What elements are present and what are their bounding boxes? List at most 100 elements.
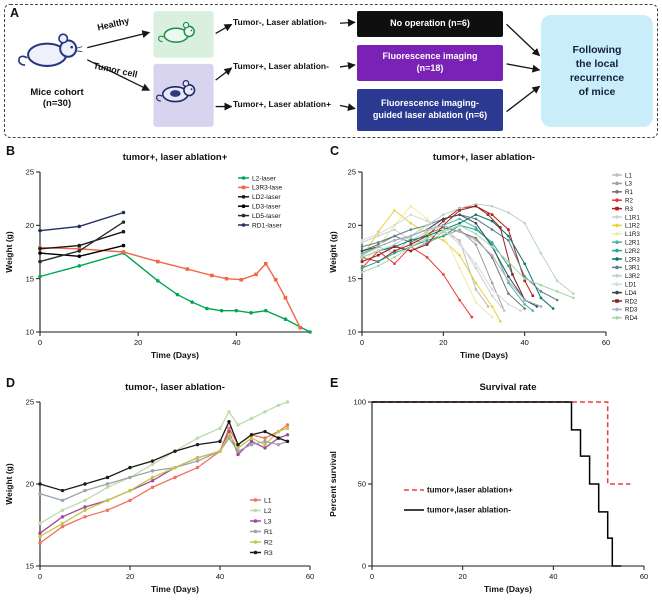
series-marker — [474, 217, 478, 221]
series-marker — [393, 256, 396, 259]
series-marker — [409, 243, 413, 246]
series-marker — [458, 266, 461, 270]
series-marker — [264, 261, 268, 266]
y-axis-label: Weight (g) — [328, 231, 338, 273]
series-marker — [535, 305, 539, 308]
series-marker — [393, 243, 396, 246]
series-marker — [60, 488, 65, 493]
series-marker — [490, 219, 494, 223]
mouse-icon-tumor — [156, 80, 196, 103]
series-marker — [77, 224, 82, 229]
svg-text:15: 15 — [26, 274, 34, 283]
series-marker — [458, 221, 461, 225]
series-marker — [523, 298, 526, 302]
series-marker — [263, 429, 267, 434]
x-axis-label: Time (Days) — [460, 350, 508, 360]
series-marker — [195, 459, 200, 463]
series-marker — [490, 213, 494, 216]
series-marker — [555, 279, 559, 283]
series-marker — [474, 236, 478, 240]
series-marker — [38, 247, 42, 251]
legend-label: LD3-laser — [252, 204, 281, 211]
series-marker — [285, 423, 290, 427]
chart-c-svg: 10 15 20 25 0 20 40 60 tumor+, laser ablation- Ti… — [328, 152, 640, 360]
series-marker — [150, 459, 155, 463]
series-line — [372, 401, 631, 485]
series-marker — [393, 262, 396, 266]
series-marker — [190, 300, 194, 304]
series-marker — [409, 236, 413, 240]
panel-e-label: E — [330, 376, 339, 390]
series-marker — [409, 238, 413, 242]
svg-text:60: 60 — [640, 572, 648, 581]
series-marker — [276, 442, 281, 447]
series-marker — [227, 429, 231, 434]
series-marker — [442, 219, 445, 223]
series-marker — [360, 262, 364, 266]
svg-text:100: 100 — [353, 398, 366, 407]
series-marker — [38, 251, 42, 255]
series-marker — [105, 485, 110, 489]
svg-text:15: 15 — [348, 274, 356, 283]
series-marker — [38, 541, 42, 545]
panel-a-flow-graphics — [18, 11, 541, 127]
series-marker — [83, 482, 87, 486]
series-marker — [409, 241, 413, 244]
series-marker — [360, 251, 364, 255]
legend-label: tumor+,laser ablation+ — [427, 485, 513, 494]
series-marker — [539, 251, 543, 255]
svg-text:15: 15 — [26, 562, 34, 571]
series-marker — [490, 245, 494, 248]
series-marker — [156, 279, 160, 283]
svg-text:20: 20 — [458, 572, 466, 581]
series-marker — [458, 238, 461, 242]
series-marker — [523, 307, 526, 310]
series-marker — [507, 211, 510, 214]
series-marker — [105, 482, 110, 486]
series-marker — [276, 429, 281, 434]
series-marker — [442, 213, 445, 216]
series-marker — [511, 273, 514, 276]
series-marker — [474, 262, 478, 266]
outcome-box: Following the local recurrence of mice — [541, 15, 653, 127]
series-marker — [458, 298, 461, 302]
panel-a-label: A — [10, 6, 20, 20]
series-marker — [121, 220, 126, 224]
series-marker — [409, 204, 413, 208]
legend-label: L1R2 — [625, 223, 640, 230]
guided-laser-ablation-box: Fluorescence imaging- guided laser ablat… — [357, 89, 503, 131]
series-marker — [425, 219, 429, 223]
legend-label: RD2 — [625, 298, 638, 305]
legend-label: LD5-laser — [252, 213, 281, 220]
series-marker — [360, 245, 364, 248]
series-marker — [393, 228, 396, 231]
series-marker — [173, 475, 177, 480]
series-marker — [77, 247, 82, 251]
series-marker — [425, 243, 429, 246]
mice-cohort-label: Mice cohort (n=30) — [30, 87, 84, 109]
series-marker — [442, 238, 445, 242]
series-marker — [156, 259, 160, 264]
series-marker — [490, 315, 494, 319]
chart-b-svg: 10 15 20 25 0 20 40 tumor+, laser ablation+ Time… — [4, 152, 312, 360]
legend-label: L2R2 — [625, 248, 640, 255]
svg-text:0: 0 — [38, 572, 42, 581]
series-marker — [227, 419, 231, 424]
series-marker — [219, 308, 224, 313]
branch-label-tumor-laser: Tumor+, Laser ablation+ — [233, 99, 332, 109]
series-marker — [173, 449, 177, 453]
series-marker — [376, 245, 380, 248]
axes — [371, 402, 644, 567]
series-marker — [507, 264, 510, 268]
series-marker — [360, 260, 364, 263]
series-marker — [263, 446, 267, 450]
series-marker — [490, 294, 494, 298]
flow-arrows — [86, 18, 541, 113]
series-marker — [458, 209, 461, 212]
series-marker — [308, 330, 312, 334]
series-marker — [38, 492, 42, 496]
chart-e-svg: 0 50 100 0 20 40 60 Survival rate Time (Days) Per… — [328, 382, 648, 594]
series-marker — [205, 306, 209, 311]
series-line — [361, 224, 542, 307]
legend-label: R1 — [625, 189, 633, 196]
